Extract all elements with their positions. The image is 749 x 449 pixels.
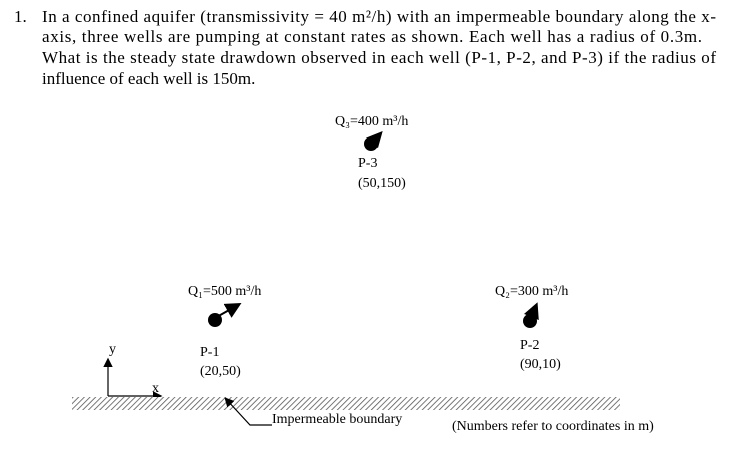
well-coords: (90,10) (520, 357, 561, 372)
x-axis-label: x (152, 381, 159, 396)
well-rate: Q₂=300 m³/h (495, 284, 568, 299)
note: (Numbers refer to coordinates in m) (452, 419, 654, 434)
problem-line: What is the steady state drawdown observ… (42, 48, 716, 67)
y-axis-label: y (109, 342, 116, 357)
problem-line: In a confined aquifer (transmissivity = … (42, 7, 716, 26)
well-name: P-3 (358, 156, 377, 171)
well-name: P-2 (520, 338, 539, 353)
well-coords: (20,50) (200, 364, 241, 379)
well-coords: (50,150) (358, 176, 406, 191)
problem-number: 1. (14, 7, 27, 26)
problem-line: influence of each well is 150m. (42, 69, 255, 88)
problem-line: axis, three wells are pumping at constan… (42, 27, 702, 46)
pump-arrow (214, 303, 242, 319)
well-name: P-1 (200, 345, 219, 360)
impermeable-boundary (72, 397, 620, 410)
well (523, 314, 537, 328)
leader-line (224, 397, 272, 426)
well-rate: Q₃=400 m³/h (335, 114, 408, 129)
well-rate: Q₁=500 m³/h (188, 284, 261, 299)
pump-arrow (366, 131, 383, 149)
pump-arrow (524, 302, 539, 321)
boundary-label: Impermeable boundary (272, 412, 402, 427)
